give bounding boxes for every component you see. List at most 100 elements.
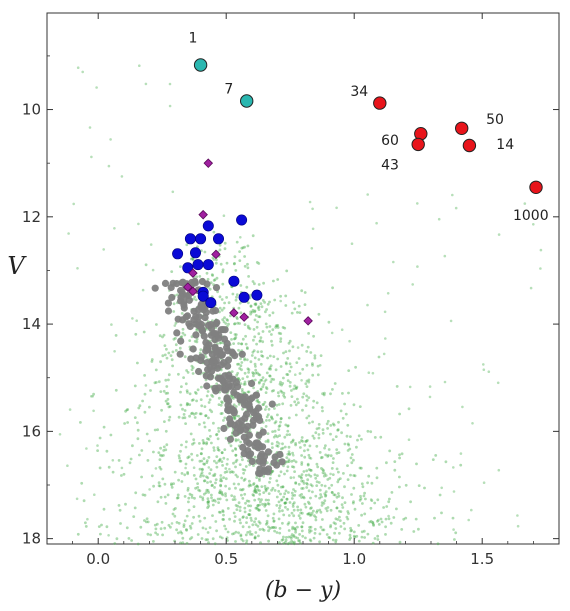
field-star-point [301,395,305,399]
field-star-point [363,512,367,516]
field-star-point [231,292,235,296]
field-star-point [278,509,281,513]
field-star-point [243,382,247,386]
field-star-point [261,502,264,506]
field-star-point [227,322,230,326]
field-star-point [347,391,350,395]
field-star-point [234,448,238,451]
field-star-point [274,368,278,372]
field-star-point [306,482,309,486]
field-star-point [163,420,166,423]
field-star-point [238,301,242,305]
field-star-point [254,368,258,372]
field-star-point [245,539,249,543]
field-star-point [276,435,279,439]
field-star-point [246,367,250,371]
field-star-point [253,488,257,491]
field-star-point [342,472,345,475]
field-star-point [290,511,294,515]
field-star-point [96,444,99,447]
field-star-point [67,232,70,235]
field-star-point [171,350,175,354]
field-star-point [241,246,245,250]
field-star-point [208,408,212,412]
field-star-point [187,500,190,504]
star-id-label: 43 [381,158,399,174]
field-star-point [305,379,309,383]
field-star-point [141,288,145,292]
field-star-point [128,461,132,465]
field-star-point [275,495,279,499]
field-star-point [169,354,173,357]
field-star-point [202,474,205,478]
field-star-point [219,484,223,488]
field-star-point [244,501,247,505]
y-axis-title: V [7,252,27,280]
field-star-point [516,524,520,528]
field-star-point [113,227,116,230]
field-star-point [186,456,190,460]
field-star-point [183,416,187,420]
field-star-point [287,458,291,462]
field-star-point [251,308,255,312]
field-star-point [272,512,276,516]
field-star-point [181,331,185,335]
field-star-point [252,349,256,352]
field-star-point [277,428,281,431]
field-star-point [277,394,281,398]
field-star-point [267,407,271,411]
field-star-point [309,474,313,478]
field-star-point [211,503,215,507]
field-star-point [217,501,221,504]
field-star-point [223,524,227,528]
field-star-point [453,538,456,541]
field-star-point [247,326,250,330]
field-star-point [246,531,250,534]
field-star-point [263,400,267,404]
field-star-point [302,470,306,473]
field-star-point [236,504,240,508]
field-star-point [252,483,255,486]
field-star-point [212,279,216,282]
field-star-point [150,358,154,361]
field-star-point [283,492,287,496]
field-star-point [247,368,251,372]
field-star-point [452,466,455,469]
member-star-point [256,416,264,424]
field-star-point [206,476,210,480]
field-star-point [311,227,315,231]
field-star-point [250,519,253,522]
field-star-point [143,493,147,497]
field-star-point [276,483,280,487]
field-star-point [107,534,110,537]
field-star-point [174,507,177,510]
field-star-point [279,299,283,303]
field-star-point [308,528,311,532]
field-star-point [174,336,177,340]
field-star-point [205,441,209,445]
field-star-point [193,295,197,299]
field-star-point [297,514,301,518]
field-star-point [219,403,223,407]
member-star-point [202,347,210,355]
field-star-point [253,335,257,339]
field-star-point [292,501,296,505]
field-star-point [213,459,216,463]
field-star-point [317,481,321,484]
field-star-point [308,525,311,529]
field-star-point [523,202,527,205]
member-star-point [177,286,185,295]
field-star-point [268,300,271,304]
field-star-point [238,250,242,254]
field-star-point [242,479,246,482]
field-star-point [273,489,277,492]
field-star-point [278,504,282,507]
field-star-point [388,449,392,453]
field-star-point [278,382,282,386]
field-star-point [199,475,202,478]
field-star-point [235,317,239,320]
field-star-point [302,496,306,500]
field-star-point [247,275,251,278]
field-star-point [107,164,111,168]
field-star-point [220,298,224,301]
